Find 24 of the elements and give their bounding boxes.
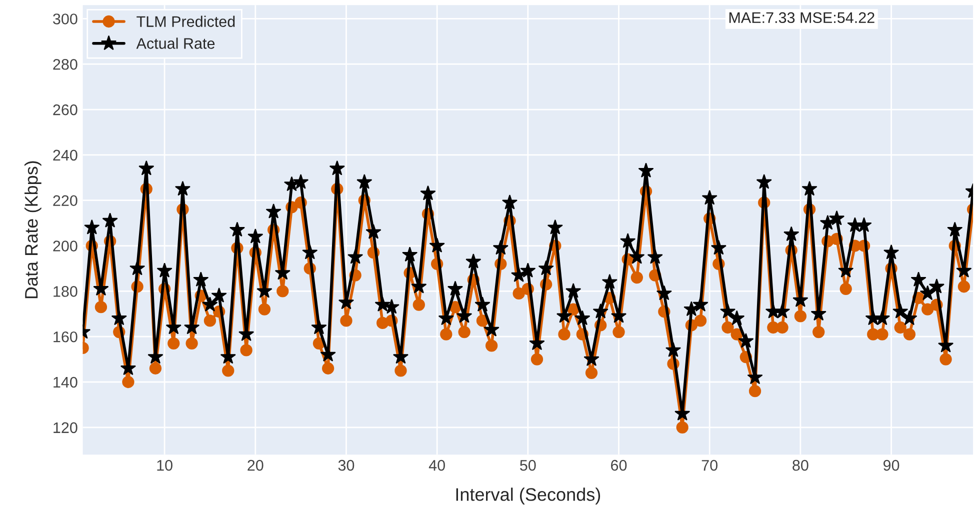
y-tick-label: 180 [54, 286, 78, 297]
x-tick-label: 90 [883, 460, 900, 471]
y-tick-label: 140 [54, 376, 78, 388]
x-tick-label: 20 [248, 460, 264, 471]
y-tick-label: 260 [53, 104, 78, 116]
legend-label: TLM Predicted [136, 16, 235, 27]
y-tick-label: 280 [53, 58, 78, 70]
y-tick-label: 220 [53, 195, 78, 206]
x-tick-label: 10 [157, 460, 172, 471]
annotation: MAE:7.33 MSE:54.22 [729, 12, 874, 24]
y-tick-label: 240 [53, 150, 78, 161]
y-axis-title: Data Rate (Kbps) [24, 161, 42, 298]
x-tick-label: 30 [338, 460, 354, 471]
legend-label: Actual Rate [136, 38, 215, 49]
y-tick-label: 200 [53, 240, 78, 252]
x-tick-label: 80 [792, 460, 808, 471]
y-tick-label: 120 [54, 422, 78, 434]
x-axis-title: Interval (Seconds) [456, 488, 600, 504]
y-tick-label: 160 [54, 331, 78, 342]
x-tick-label: 40 [428, 460, 445, 471]
x-tick-label: 70 [702, 460, 718, 471]
y-tick-label: 300 [53, 14, 78, 24]
x-tick-label: 60 [611, 460, 627, 471]
x-tick-label: 50 [520, 460, 536, 471]
